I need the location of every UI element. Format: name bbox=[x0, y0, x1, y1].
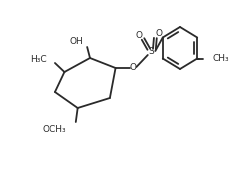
Text: H₃C: H₃C bbox=[30, 56, 46, 64]
Text: O: O bbox=[128, 63, 136, 73]
Text: O: O bbox=[135, 30, 142, 40]
Text: OH: OH bbox=[69, 37, 83, 47]
Text: O: O bbox=[155, 29, 162, 37]
Text: CH₃: CH₃ bbox=[211, 54, 228, 63]
Text: OCH₃: OCH₃ bbox=[43, 126, 66, 135]
Text: S: S bbox=[148, 48, 154, 56]
